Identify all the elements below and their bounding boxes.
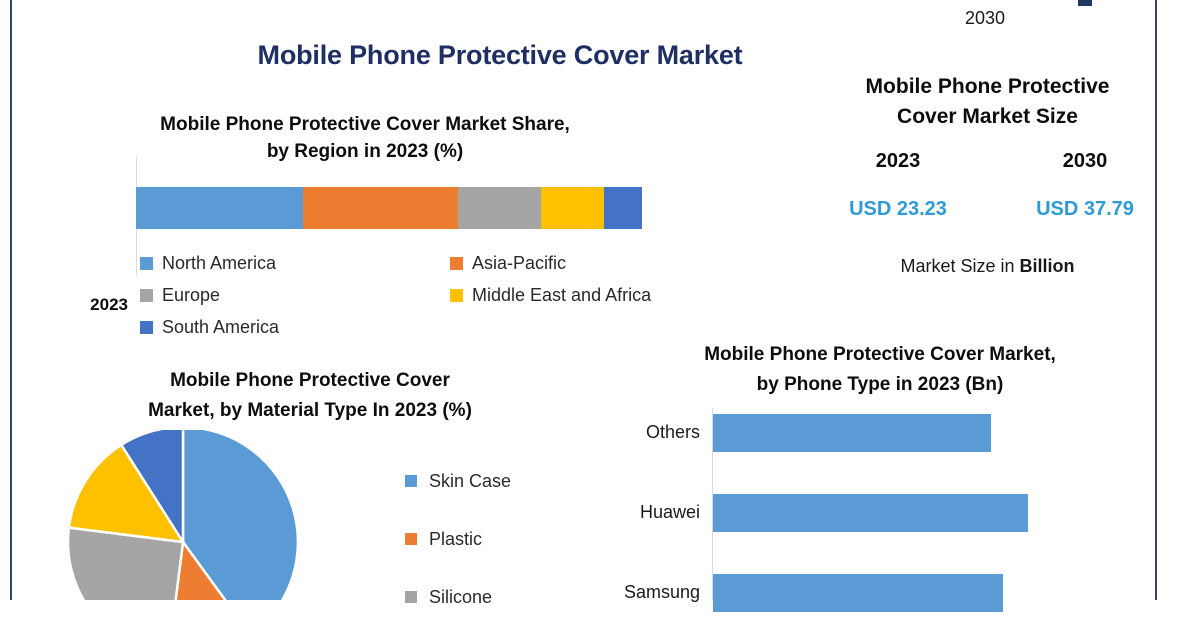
region-chart-legend: North America Asia-Pacific Europe Middle… [140, 247, 700, 343]
region-segment-south-america [604, 187, 642, 229]
material-chart-title-line2: Market, by Material Type In 2023 (%) [148, 400, 472, 421]
phone-chart-title-line2: by Phone Type in 2023 (Bn) [756, 374, 1004, 395]
phone-chart-axis-line [712, 408, 713, 600]
market-size-footnote-unit: Billion [1019, 256, 1075, 276]
region-segment-north-america [136, 187, 303, 229]
legend-label: Europe [162, 284, 221, 305]
legend-swatch-icon [450, 256, 463, 270]
legend-swatch-icon [140, 320, 153, 334]
phone-chart-bar-others [713, 414, 991, 452]
market-size-column-2030: 2030 USD 37.79 [1010, 150, 1160, 221]
legend-item-middle-east-and-africa: Middle East and Africa [450, 279, 700, 311]
market-size-footnote: Market Size in Billion [825, 256, 1150, 277]
region-chart-title-line2: by Region in 2023 (%) [266, 141, 464, 162]
legend-item-south-america: South America [140, 311, 450, 343]
region-share-chart: Mobile Phone Protective Cover Market Sha… [30, 105, 690, 355]
market-size-value-2023: USD 23.23 [849, 198, 947, 220]
region-segment-europe [457, 187, 541, 229]
legend-item-north-america: North America [140, 247, 450, 279]
legend-item-europe: Europe [140, 279, 450, 311]
market-size-footnote-prefix: Market Size in [900, 256, 1020, 276]
phone-chart-bar-huawei [713, 494, 1028, 532]
market-size-year-2023: 2023 [875, 150, 921, 172]
phone-type-chart: Mobile Phone Protective Cover Market, by… [600, 338, 1155, 612]
legend-label: Skin Case [429, 470, 512, 491]
market-size-title: Mobile Phone Protective Cover Market Siz… [825, 72, 1150, 132]
legend-label: Silicone [429, 586, 493, 607]
market-size-top-year: 2030 [964, 8, 1006, 28]
legend-label: South America [162, 316, 280, 337]
legend-swatch-icon [1078, 0, 1092, 6]
legend-label: Middle East and Africa [472, 284, 652, 305]
legend-swatch-icon [140, 256, 153, 270]
infographic-canvas: Mobile Phone Protective Cover Market Mob… [10, 0, 1157, 612]
phone-chart-bar-samsung [713, 574, 1003, 612]
left-border-rule [10, 0, 12, 600]
material-chart-title-line1: Mobile Phone Protective Cover [170, 370, 450, 391]
phone-chart-title: Mobile Phone Protective Cover Market, by… [610, 340, 1150, 400]
legend-item-silicone: Silicone [405, 568, 615, 626]
pie-slice-skin-case [181, 430, 300, 600]
market-size-title-line1: Mobile Phone Protective [865, 75, 1110, 98]
pie-slice-fifth [119, 430, 185, 547]
legend-item-asia-pacific: Asia-Pacific [450, 247, 700, 279]
legend-label: North America [162, 252, 277, 273]
region-segment-asia-pacific [302, 187, 458, 229]
legend-label: Plastic [429, 528, 483, 549]
legend-swatch-icon [450, 288, 463, 302]
legend-swatch-icon [405, 591, 417, 603]
market-size-panel: 2030 Mobile Phone Protective Cover Marke… [820, 0, 1155, 290]
market-size-title-line2: Cover Market Size [897, 105, 1078, 128]
phone-chart-label-huawei: Huawei [639, 502, 700, 522]
pie-slice-silicone [66, 526, 185, 600]
legend-item-skin-case: Skin Case [405, 452, 615, 510]
legend-label: Asia-Pacific [472, 252, 567, 273]
market-size-year-2030: 2030 [1062, 150, 1108, 172]
right-border-rule [1155, 0, 1157, 600]
region-segment-middle-east-africa [540, 187, 605, 229]
region-stacked-bar [136, 187, 642, 229]
region-chart-category-label: 2023 [90, 295, 128, 314]
phone-chart-label-others: Others [645, 422, 700, 442]
legend-swatch-icon [140, 288, 153, 302]
phone-chart-title-line1: Mobile Phone Protective Cover Market, [704, 344, 1056, 365]
phone-chart-label-samsung: Samsung [623, 582, 700, 602]
region-chart-title-line1: Mobile Phone Protective Cover Market Sha… [160, 114, 570, 135]
pie-slice-plastic [174, 538, 227, 600]
material-pie-chart [66, 430, 300, 600]
material-type-chart: Mobile Phone Protective Cover Market, by… [20, 362, 620, 607]
material-chart-title: Mobile Phone Protective Cover Market, by… [80, 366, 540, 426]
pie-slice-fourth [67, 443, 186, 544]
market-size-value-2030: USD 37.79 [1036, 198, 1134, 220]
legend-item-plastic: Plastic [405, 510, 615, 568]
region-chart-title: Mobile Phone Protective Cover Market Sha… [60, 111, 670, 165]
legend-swatch-icon [405, 475, 417, 487]
market-size-column-2023: 2023 USD 23.23 [823, 150, 973, 221]
page-title: Mobile Phone Protective Cover Market [257, 40, 743, 70]
legend-swatch-icon [405, 533, 417, 545]
